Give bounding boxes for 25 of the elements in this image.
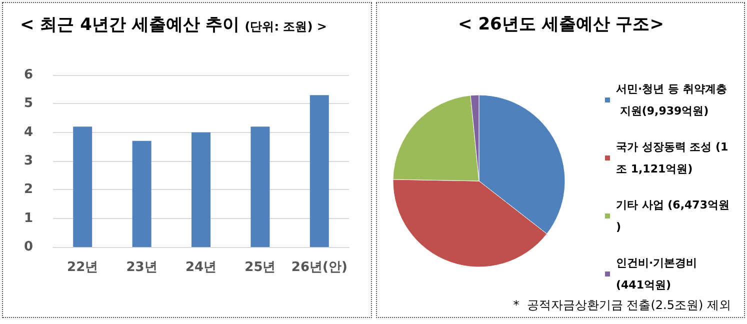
chart-title: < 최근 4년간 세출예산 추이 <box>20 15 240 35</box>
legend-label: 기타 사업 (6,473억원) <box>616 198 729 234</box>
chart-title: < 26년도 세출예산 구조> <box>458 14 664 34</box>
x-tick-label: 25년 <box>244 260 276 275</box>
x-tick-label: 23년 <box>126 260 158 275</box>
y-tick-label: 4 <box>24 124 33 140</box>
legend-label: 서민·청년 등 취약계층 지원(9,939억원) <box>616 82 726 118</box>
legend-label: 인건비·기본경비 (441억원) <box>616 256 701 292</box>
bar <box>310 95 329 247</box>
y-tick-label: 6 <box>24 68 33 82</box>
x-tick-label: 26년(안) <box>291 260 348 275</box>
bar <box>250 126 270 247</box>
x-tick-label: 22년 <box>67 260 98 275</box>
y-tick-label: 0 <box>24 240 33 254</box>
y-tick-label: 3 <box>24 154 33 168</box>
text: * 공적자금상환기금 전출(2.5조원) 제외 <box>512 298 731 312</box>
legend-label: 국가 성장동력 조성 (1조 1,121억원) <box>616 140 728 176</box>
bar <box>192 132 210 247</box>
chart-subtitle: (단위: 조원) > <box>244 20 327 34</box>
y-tick-label: 5 <box>24 96 33 112</box>
bar <box>73 126 92 247</box>
y-tick-label: 2 <box>24 182 33 198</box>
bar <box>132 140 152 247</box>
y-tick-label: 1 <box>24 210 33 226</box>
x-tick-label: 24년 <box>185 260 217 275</box>
